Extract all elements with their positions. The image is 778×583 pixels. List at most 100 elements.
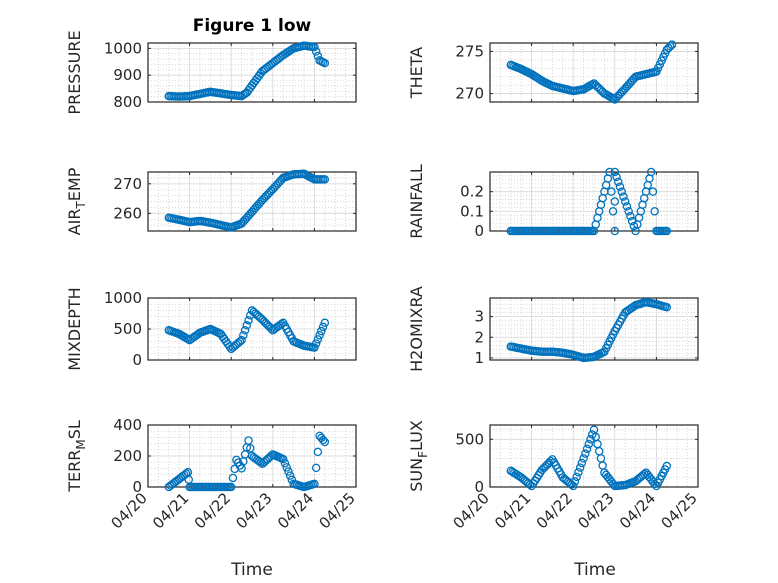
data-point xyxy=(610,197,620,206)
data-point xyxy=(581,449,590,458)
data-point xyxy=(284,467,293,476)
y-tick-label: 900 xyxy=(113,66,142,84)
data-point xyxy=(594,446,604,456)
data-point xyxy=(586,435,595,444)
data-point xyxy=(610,226,620,236)
data-point xyxy=(315,330,324,340)
y-axis-label: H2OMIXRA xyxy=(407,286,426,372)
data-point xyxy=(246,443,255,453)
data-point xyxy=(593,439,602,449)
data-point xyxy=(242,321,252,330)
data-point xyxy=(577,458,587,468)
y-axis-label: RAINFALL xyxy=(407,164,426,239)
x-tick-label: 04/22 xyxy=(191,489,234,532)
subplot-air: 260 270 AIRTEMP xyxy=(65,167,357,235)
data-point xyxy=(239,330,248,340)
data-point xyxy=(311,463,321,473)
y-tick-label: 200 xyxy=(113,447,142,465)
data-point xyxy=(244,316,253,325)
data-point xyxy=(574,467,583,477)
data-point xyxy=(313,335,323,344)
subplot-rainfall: 0 0.10.2 RAINFALL xyxy=(407,164,699,240)
y-axis-label: TERRMSL xyxy=(65,420,88,493)
x-tick-label: 04/25 xyxy=(658,489,701,532)
data-point xyxy=(667,40,677,49)
x-tick-label: 04/25 xyxy=(316,489,359,532)
axes-box xyxy=(489,171,699,232)
data-point xyxy=(598,461,607,470)
data-point xyxy=(311,339,321,348)
x-tick-label: 04/24 xyxy=(274,489,317,532)
data-point xyxy=(310,42,319,52)
data-point xyxy=(662,226,672,236)
data-point xyxy=(282,463,291,472)
x-tick-label: 04/21 xyxy=(491,489,534,532)
y-tick-label: 275 xyxy=(455,42,484,60)
y-tick-label: 260 xyxy=(113,204,142,222)
subplot-theta: 270 275 THETA xyxy=(407,40,699,104)
subplot-pressure: 800 900 1000 PRESSURE xyxy=(65,30,357,115)
subplot-h2omixra: 1 2 3 H2OMIXRA xyxy=(407,286,699,372)
data-point xyxy=(235,337,245,346)
y-tick-label: 1 xyxy=(474,349,484,367)
x-tick-label: 04/23 xyxy=(574,489,617,532)
data-point xyxy=(662,303,672,312)
data-point xyxy=(568,481,578,491)
y-tick-label: 800 xyxy=(113,93,142,111)
data-point xyxy=(662,461,672,471)
axes-box xyxy=(147,42,357,103)
data-point xyxy=(624,207,633,216)
y-tick-label: 0 xyxy=(132,351,142,369)
data-point xyxy=(320,175,330,184)
data-point xyxy=(607,187,616,196)
y-axis-label: AIRTEMP xyxy=(65,167,88,235)
data-point xyxy=(589,425,599,435)
y-tick-label: 0 xyxy=(474,478,484,496)
axes-box xyxy=(147,171,357,232)
y-tick-label: 0.2 xyxy=(460,183,484,201)
data-point xyxy=(615,182,625,191)
y-tick-label: 400 xyxy=(113,416,142,434)
y-tick-label: 270 xyxy=(113,175,142,193)
data-point xyxy=(614,177,623,187)
data-point xyxy=(610,167,620,177)
y-tick-label: 1000 xyxy=(104,289,142,307)
x-tick-label: 04/22 xyxy=(533,489,576,532)
y-tick-label: 0 xyxy=(132,478,142,496)
y-tick-label: 500 xyxy=(455,430,484,448)
data-point xyxy=(626,211,635,221)
data-point xyxy=(582,444,592,454)
data-point xyxy=(317,326,326,336)
data-point xyxy=(318,435,328,445)
data-point xyxy=(240,325,250,335)
data-point xyxy=(646,167,656,177)
y-tick-label: 0.1 xyxy=(460,202,484,220)
data-point xyxy=(256,458,265,467)
data-point xyxy=(318,322,328,332)
data-point xyxy=(584,439,594,449)
y-axis-label: MIXDEPTH xyxy=(65,287,84,370)
y-tick-label: 500 xyxy=(113,320,142,338)
data-point xyxy=(278,454,288,464)
data-point xyxy=(184,475,193,484)
data-point xyxy=(619,192,628,201)
x-axis-label-left: Time xyxy=(230,560,273,580)
axes-box xyxy=(489,42,699,103)
data-point xyxy=(617,187,626,196)
data-point xyxy=(310,479,319,489)
data-point xyxy=(612,172,621,182)
y-tick-label: 270 xyxy=(455,85,484,103)
x-tick-label: 04/20 xyxy=(450,489,493,532)
y-tick-label: 0 xyxy=(474,222,484,240)
x-axis-label-right: Time xyxy=(573,560,616,580)
data-point xyxy=(650,207,659,216)
subplot-mixdepth: 0 500 1000 MIXDEPTH xyxy=(65,287,357,371)
data-point xyxy=(313,447,323,457)
data-point xyxy=(183,334,193,344)
x-tick-label: 04/23 xyxy=(232,489,275,532)
data-point xyxy=(572,472,581,482)
data-point xyxy=(666,42,675,51)
data-point xyxy=(240,450,250,459)
